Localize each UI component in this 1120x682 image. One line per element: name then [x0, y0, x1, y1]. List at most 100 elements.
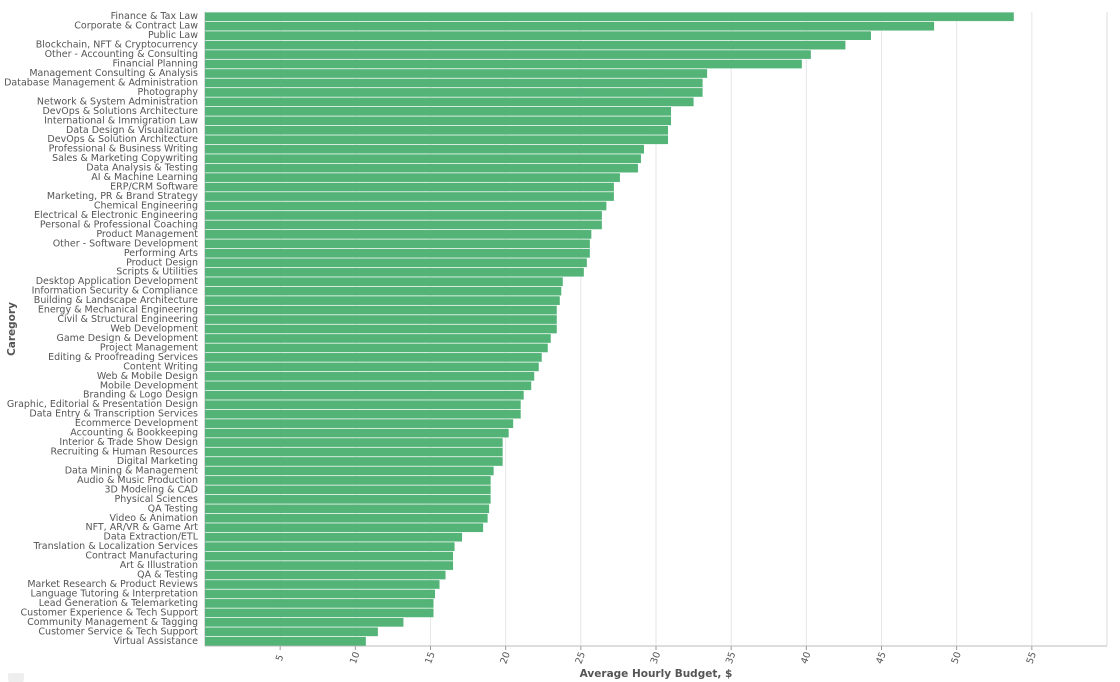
y-tick-label: Corporate & Contract Law	[74, 21, 198, 32]
bar	[205, 580, 440, 589]
y-tick-label: Chemical Engineering	[94, 200, 198, 211]
bar	[205, 362, 539, 372]
bar	[205, 267, 584, 277]
y-tick-label: Finance & Tax Law	[111, 11, 199, 22]
bar	[205, 211, 602, 220]
y-tick-label: Art & Illustration	[120, 560, 198, 571]
bar	[205, 163, 638, 173]
bar	[205, 40, 846, 50]
y-tick-label: Other - Software Development	[53, 238, 199, 249]
y-tick-label: ERP/CRM Software	[110, 182, 198, 193]
bar	[205, 390, 524, 400]
bar	[205, 305, 557, 315]
bar	[205, 78, 703, 88]
bar	[205, 192, 614, 201]
x-tick-label: 5	[274, 653, 286, 662]
bar	[205, 230, 592, 239]
x-tick-label: 50	[949, 650, 963, 665]
bar	[205, 428, 509, 438]
y-tick-label: International & Immigration Law	[44, 115, 198, 126]
y-tick-label: Accounting & Bookkeeping	[70, 428, 198, 439]
bar	[205, 21, 935, 31]
y-tick-label: Electrical & Electronic Engineering	[34, 210, 198, 221]
menu-icon[interactable]	[8, 673, 24, 682]
y-tick-label: Digital Marketing	[117, 456, 198, 467]
y-tick-label: Marketing, PR & Brand Strategy	[47, 191, 199, 202]
y-tick-label: Sales & Marketing Copywriting	[52, 153, 198, 164]
y-tick-label: Content Writing	[123, 361, 198, 372]
y-tick-label: Contract Manufacturing	[85, 551, 198, 562]
y-tick-label: Lead Generation & Telemarketing	[39, 598, 198, 609]
y-tick-label: Energy & Mechanical Engineering	[38, 305, 198, 316]
y-tick-label: Community Management & Tagging	[27, 617, 198, 628]
bar	[205, 258, 587, 268]
bar	[205, 636, 366, 646]
bar	[205, 589, 436, 599]
y-tick-label: Photography	[137, 87, 198, 98]
bar	[205, 542, 455, 551]
bar	[205, 125, 669, 135]
y-tick-label: Project Management	[100, 342, 198, 353]
bar	[205, 31, 871, 41]
bar	[205, 315, 557, 324]
x-tick-label: 20	[498, 650, 512, 665]
bar	[205, 494, 491, 504]
bar	[205, 69, 708, 78]
bar	[205, 447, 503, 457]
bar	[205, 617, 404, 627]
x-tick-label: 35	[724, 650, 738, 665]
y-tick-label: 3D Modeling & CAD	[105, 484, 199, 495]
y-tick-label: Physical Sciences	[115, 494, 198, 505]
y-tick-label: QA & Testing	[137, 570, 198, 581]
bar	[205, 88, 703, 97]
bar	[205, 599, 434, 608]
bar	[205, 485, 491, 495]
y-tick-label: NFT, AR/VR & Game Art	[85, 522, 198, 533]
x-axis-title: Average Hourly Budget, $	[580, 668, 733, 680]
y-tick-label: AI & Machine Learning	[91, 172, 198, 183]
y-tick-label: Web & Mobile Design	[97, 371, 198, 382]
y-tick-label: Personal & Professional Coaching	[40, 219, 198, 230]
y-tick-label: Product Management	[96, 229, 198, 240]
y-tick-label: Graphic, Editorial & Presentation Design	[7, 399, 198, 410]
y-tick-label: Desktop Application Development	[36, 276, 199, 287]
bar	[205, 182, 614, 192]
y-tick-label: Virtual Assistance	[113, 636, 198, 647]
y-tick-label: Blockchain, NFT & Cryptocurrency	[36, 40, 199, 51]
bar	[205, 570, 446, 580]
bar	[205, 135, 669, 145]
y-tick-label: Translation & Localization Services	[32, 541, 198, 552]
bar	[205, 627, 378, 637]
bar	[205, 50, 811, 59]
y-tick-label: Data Mining & Management	[65, 465, 199, 476]
y-tick-label: Building & Landscape Architecture	[34, 295, 198, 306]
bar	[205, 438, 503, 447]
bar	[205, 201, 607, 211]
bar	[205, 239, 590, 249]
y-tick-label: Professional & Business Writing	[49, 144, 198, 155]
y-tick-label: Management Consulting & Analysis	[29, 68, 198, 79]
bar	[205, 371, 535, 381]
y-tick-label: Audio & Music Production	[77, 475, 198, 486]
y-tick-label: Information Security & Compliance	[32, 286, 199, 297]
y-tick-label: Scripts & Utilities	[116, 267, 198, 278]
x-tick-label: 25	[574, 650, 588, 665]
x-tick-label: 10	[348, 650, 362, 665]
y-tick-label: Product Design	[126, 257, 198, 268]
y-tick-label: Ecommerce Development	[75, 418, 198, 429]
y-tick-label: Civil & Structural Engineering	[57, 314, 198, 325]
bar	[205, 466, 494, 476]
x-tick-label: 30	[649, 650, 663, 665]
bar	[205, 97, 694, 107]
x-tick-label: 45	[874, 650, 888, 665]
bar	[205, 551, 454, 561]
y-tick-label: Web Development	[110, 324, 198, 335]
y-tick-label: Game Design & Development	[56, 333, 198, 344]
bar	[205, 59, 802, 69]
y-tick-label: DevOps & Solution Architecture	[47, 134, 198, 145]
y-axis-title: Caregory	[6, 302, 18, 356]
bar	[205, 523, 484, 533]
x-tick-label: 55	[1025, 650, 1039, 665]
